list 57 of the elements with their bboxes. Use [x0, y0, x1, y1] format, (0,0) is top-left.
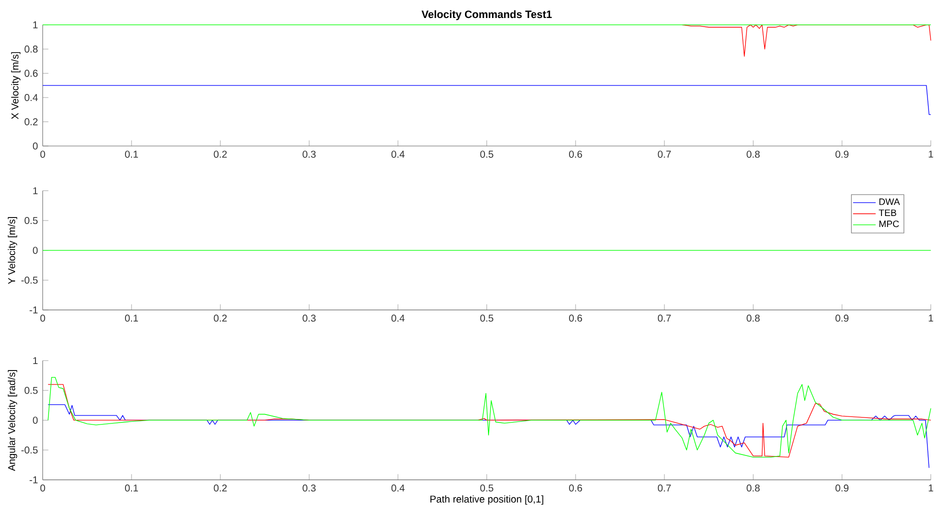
x-tick-label: 0.8 — [746, 150, 760, 158]
y-axis-title: Y Velocity [m/s] — [8, 217, 18, 284]
x-tick-label: 0.6 — [569, 150, 582, 158]
x-tick-label: 0 — [40, 484, 46, 492]
y-tick-label: -0.5 — [21, 446, 38, 454]
x-tick-label: 0.3 — [302, 314, 316, 322]
x-tick-label: 0 — [40, 314, 46, 322]
x-tick-label: 0.3 — [302, 484, 316, 492]
y-tick-label: 0.5 — [24, 387, 38, 394]
x-tick-label: 0.9 — [836, 484, 848, 492]
x-tick-label: 0.2 — [214, 314, 227, 322]
x-tick-label: 0.3 — [302, 150, 316, 158]
x-tick-label: 0.7 — [658, 314, 671, 322]
x-tick-label: 1 — [928, 484, 934, 492]
y-tick-label: 0.8 — [24, 46, 38, 53]
y-tick-label: -1 — [30, 306, 38, 314]
x-tick-label: 0.6 — [569, 484, 582, 492]
x-tick-label: 0.1 — [125, 314, 138, 322]
x-tick-label: 0.7 — [658, 484, 671, 492]
x-tick-label: 1 — [928, 314, 934, 322]
x-tick-label: 0.5 — [480, 150, 494, 158]
y-axis-title: Angular Velocity [rad/s] — [8, 370, 18, 472]
y-tick-label: -0.5 — [21, 276, 38, 284]
y-tick-label: 0.5 — [24, 217, 38, 224]
x-tick-label: 0.4 — [391, 484, 405, 492]
x-tick-label: 0.2 — [214, 484, 227, 492]
y-tick-label: 0 — [32, 416, 38, 424]
chart-title: Velocity Commands Test1 — [422, 10, 552, 20]
x-tick-label: 0 — [40, 150, 46, 158]
x-tick-label: 0.8 — [746, 314, 760, 322]
y-tick-label: 0.2 — [24, 118, 38, 126]
x-axis-title: Path relative position [0,1] — [430, 496, 544, 505]
x-tick-label: 0.8 — [746, 484, 760, 492]
y-tick-label: 0 — [32, 142, 38, 150]
y-axis-title: X Velocity [m/s] — [11, 52, 20, 120]
x-tick-label: 1 — [928, 150, 934, 158]
y-tick-label: 1 — [33, 357, 38, 364]
x-tick-label: 0.1 — [125, 484, 138, 492]
x-tick-label: 0.9 — [836, 314, 848, 322]
y-tick-label: 0 — [32, 247, 38, 254]
x-tick-label: 0.5 — [480, 314, 494, 322]
legend-label: MPC — [879, 220, 899, 228]
x-tick-label: 0.9 — [836, 150, 848, 158]
x-tick-label: 0.4 — [391, 150, 405, 158]
x-tick-label: 0.6 — [569, 314, 582, 322]
y-tick-label: -1 — [30, 476, 38, 484]
y-tick-label: 0.6 — [24, 70, 38, 78]
legend-label: TEB — [878, 210, 896, 216]
x-tick-label: 0.7 — [658, 150, 671, 158]
x-tick-label: 0.4 — [391, 314, 405, 322]
x-tick-label: 0.2 — [214, 150, 227, 158]
x-tick-label: 0.5 — [480, 484, 494, 492]
y-tick-label: 1 — [33, 22, 38, 28]
y-tick-label: 1 — [33, 188, 38, 194]
x-tick-label: 0.1 — [125, 150, 138, 158]
y-tick-label: 0.4 — [24, 94, 38, 102]
legend-label: DWA — [879, 198, 900, 206]
